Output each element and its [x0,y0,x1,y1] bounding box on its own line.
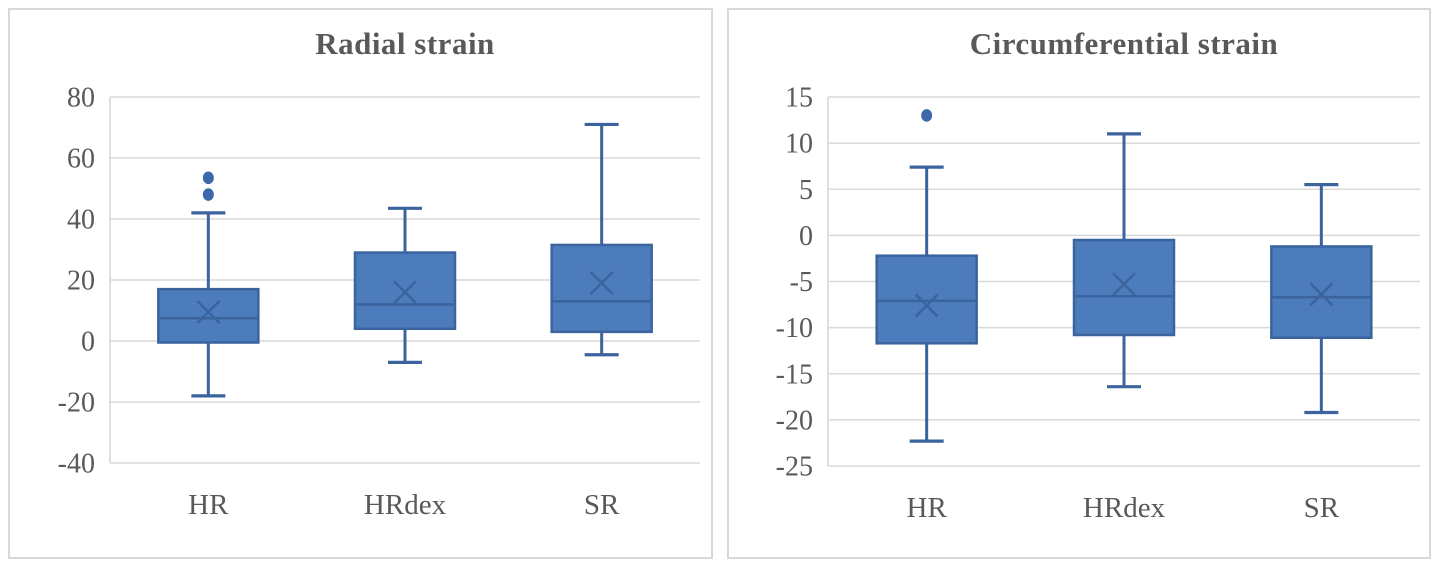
y-tick-label: -10 [776,313,813,344]
y-tick-label: -20 [58,388,95,419]
mean-x-marker [589,271,614,295]
y-tick-label: -5 [790,267,813,298]
y-tick-label: -15 [776,359,813,390]
x-category-label: HR [188,489,229,521]
mean-x-marker [196,300,221,324]
y-tick-label: 80 [67,83,95,114]
y-tick-label: 10 [785,129,813,160]
circumferential-strain-chart-panel: 15 10 5 0 -5 -10 -15 -20 -25 HR HRdex SR Circumfere… [727,8,1431,559]
chart-title-circumferential: Circumferential strain [969,26,1279,61]
outlier-point [921,109,933,122]
iqr-box [550,243,653,334]
box-plot-HRdex [353,206,457,364]
y-tick-label: 20 [67,266,95,297]
x-category-label: SR [1304,492,1340,524]
iqr-box [157,287,260,344]
x-category-label: SR [584,489,620,521]
x-category-label: HRdex [364,489,447,521]
y-tick-label: 60 [67,144,95,175]
box-plot-HRdex [1072,132,1176,389]
x-category-label: HRdex [1083,492,1166,524]
outlier-point [202,171,214,185]
mean-x-marker [393,280,417,305]
box-plot-HR [157,171,260,398]
box-plot-SR [550,122,653,357]
iqr-box [1072,238,1176,337]
y-tick-label: -40 [58,449,95,480]
y-tick-label: 40 [67,205,95,236]
mean-x-marker [1309,282,1334,307]
y-tick-label: 5 [799,175,813,206]
y-tick-label: -20 [776,405,813,436]
chart-title-radial: Radial strain [315,26,495,61]
box-plot-HR [875,109,978,443]
mean-x-marker [1112,272,1136,297]
radial-strain-boxplot-svg: 80 60 40 20 0 -20 -40 HR HRdex SR [58,83,700,521]
y-tick-label: 0 [799,221,813,252]
outlier-point [202,188,214,201]
mean-x-marker [914,293,939,318]
y-tick-label: -25 [776,452,813,483]
radial-strain-chart-panel: 80 60 40 20 0 -20 -40 HR HRdex SR Radial strain [8,8,713,559]
y-tick-label: 0 [81,327,95,358]
iqr-box [875,254,978,345]
iqr-box [1270,245,1373,340]
circumferential-strain-boxplot-svg: 15 10 5 0 -5 -10 -15 -20 -25 HR HRdex SR [776,83,1420,524]
x-category-label: HR [907,492,948,524]
box-plot-SR [1270,183,1373,415]
y-tick-label: 15 [785,83,813,114]
